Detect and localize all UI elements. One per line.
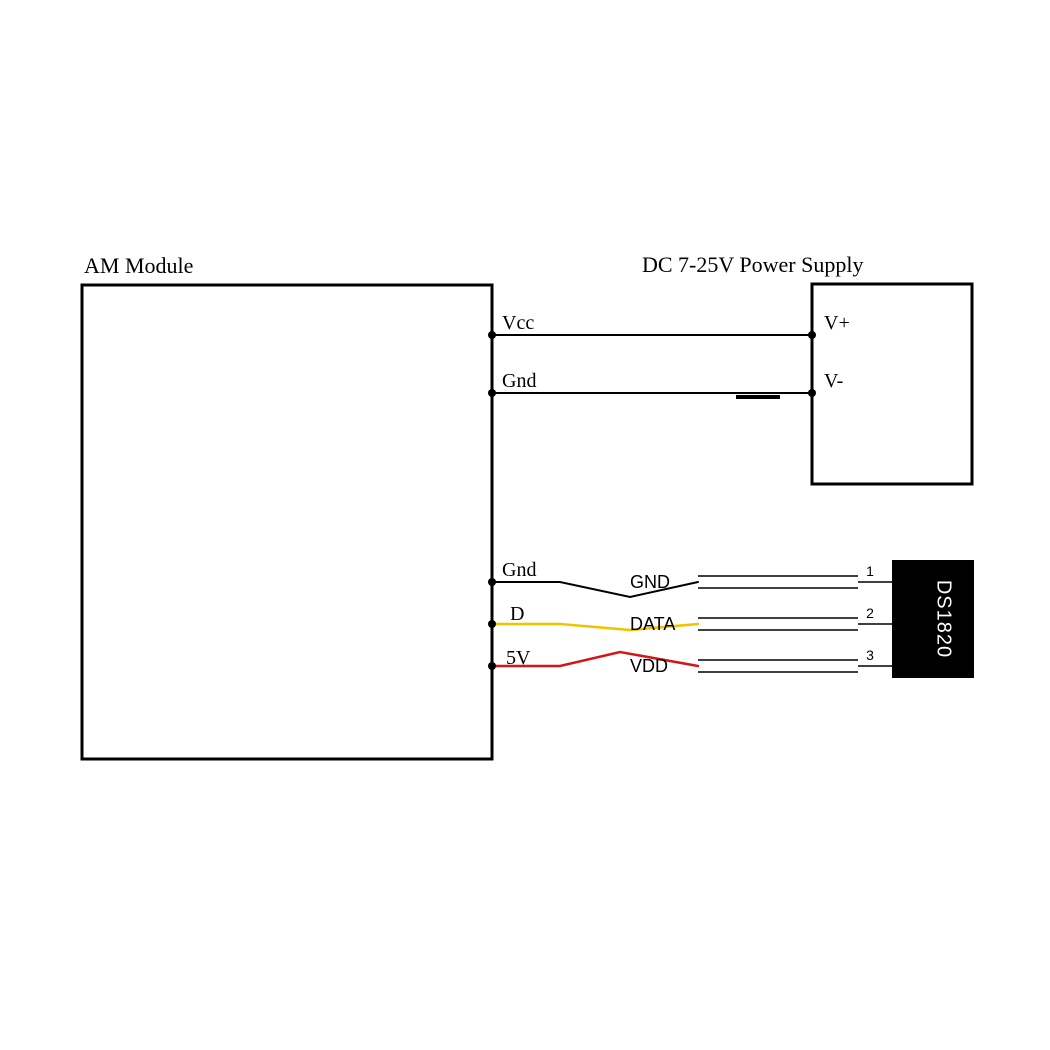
am-pin-vcc: Vcc: [502, 312, 534, 334]
sensor-label-gnd: GND: [630, 572, 670, 592]
ds1820-chip-label: DS1820: [933, 580, 955, 658]
junction-dot-2: [488, 389, 496, 397]
am-pin-gndT: Gnd: [502, 370, 536, 392]
junction-dot-3: [808, 389, 816, 397]
am-pin-5v: 5V: [506, 647, 531, 669]
sensor-label-vdd: VDD: [630, 656, 668, 676]
am-pin-gndB: Gnd: [502, 559, 536, 581]
junction-dot-1: [808, 331, 816, 339]
junction-dot-6: [488, 662, 496, 670]
sensor-label-data: DATA: [630, 614, 675, 634]
sensor-slot-gnd: [698, 576, 858, 588]
sensor-pin-number-data: 2: [866, 605, 874, 621]
junction-dot-5: [488, 620, 496, 628]
sensor-slot-vdd: [698, 660, 858, 672]
sensor-pin-number-gnd: 1: [866, 563, 874, 579]
sensor-slot-data: [698, 618, 858, 630]
junction-dot-0: [488, 331, 496, 339]
power-supply-title: DC 7-25V Power Supply: [642, 252, 863, 277]
am-module-title: AM Module: [84, 253, 193, 278]
psu-pin-vminus: V-: [824, 370, 843, 392]
am-module-box: [82, 285, 492, 759]
sensor-pin-number-vdd: 3: [866, 647, 874, 663]
am-pin-d: D: [510, 603, 524, 625]
psu-pin-vplus: V+: [824, 312, 850, 334]
junction-dot-4: [488, 578, 496, 586]
